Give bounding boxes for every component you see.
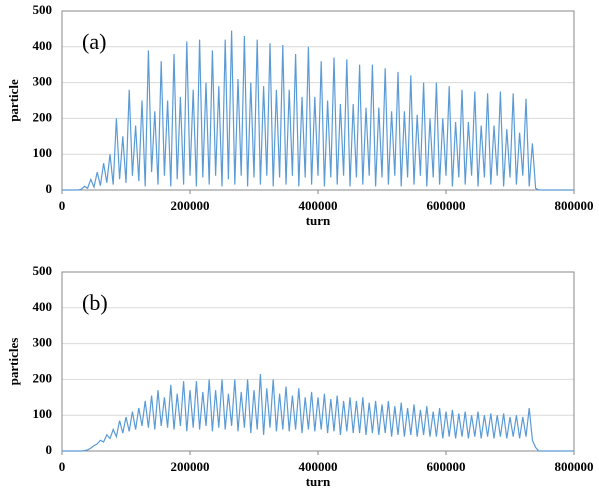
- x-tick-label: 400000: [299, 459, 338, 474]
- y-tick-label: 300: [33, 74, 53, 89]
- annotation: (a): [82, 29, 106, 54]
- y-tick-label: 400: [33, 299, 53, 314]
- plot-frame: [61, 271, 575, 452]
- annotation: (b): [82, 290, 108, 315]
- x-tick-label: 600000: [427, 459, 466, 474]
- x-tick-label: 200000: [171, 459, 210, 474]
- data-line: [62, 373, 574, 452]
- plot-frame: [61, 10, 575, 191]
- x-tick-label: 200000: [171, 198, 210, 213]
- y-tick-label: 300: [33, 335, 53, 350]
- y-tick-label: 500: [33, 263, 53, 278]
- x-tick-label: 0: [59, 198, 66, 213]
- x-tick-label: 0: [59, 459, 66, 474]
- x-axis-label: turn: [306, 213, 331, 228]
- y-tick-label: 0: [46, 181, 53, 196]
- y-tick-label: 100: [33, 145, 53, 160]
- y-tick-label: 100: [33, 406, 53, 421]
- x-tick-label: 400000: [299, 198, 338, 213]
- data-line: [62, 30, 574, 191]
- x-tick-label: 600000: [427, 198, 466, 213]
- y-tick-label: 400: [33, 38, 53, 53]
- x-tick-label: 800000: [555, 459, 594, 474]
- y-tick-label: 200: [33, 109, 53, 124]
- y-tick-label: 200: [33, 370, 53, 385]
- x-axis-label: turn: [306, 474, 331, 489]
- x-tick-label: 800000: [555, 198, 594, 213]
- y-axis-label: particles: [6, 338, 21, 386]
- y-axis-label: particle: [6, 79, 21, 122]
- y-tick-label: 500: [33, 2, 53, 17]
- y-tick-label: 0: [46, 442, 53, 457]
